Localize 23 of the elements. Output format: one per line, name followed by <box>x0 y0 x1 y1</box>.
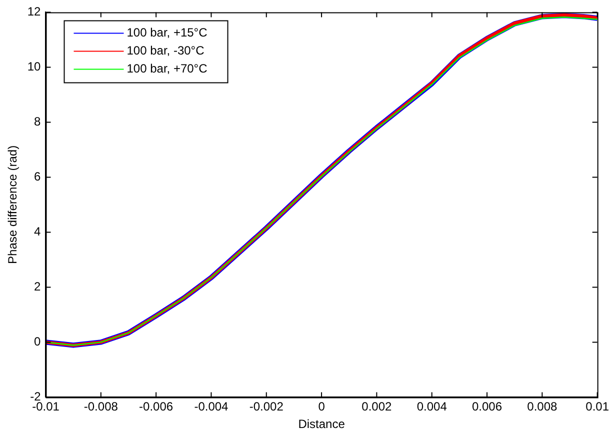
y-tick-label: 12 <box>27 4 42 19</box>
legend-label: 100 bar, +15°C <box>126 26 208 40</box>
x-tick-label: 0.008 <box>527 400 558 414</box>
y-tick-label: 2 <box>34 280 42 294</box>
x-tick-label: -0.002 <box>249 400 284 414</box>
x-tick-label: 0.006 <box>472 400 502 414</box>
x-tick-label: 0.002 <box>362 400 392 414</box>
y-tick-label: 8 <box>34 114 42 129</box>
x-tick-label: -0.006 <box>139 400 174 414</box>
x-tick-label: -0.01 <box>32 400 60 414</box>
x-tick-label: 0.004 <box>416 400 448 414</box>
y-tick-label: 10 <box>27 60 42 74</box>
legend-label: 100 bar, -30°C <box>126 44 205 58</box>
x-axis-title: Distance <box>298 417 346 432</box>
legend-label: 100 bar, +70°C <box>126 62 208 76</box>
x-tick-label: -0.004 <box>194 400 229 414</box>
x-tick-label: 0 <box>318 400 326 414</box>
x-tick-label: -0.008 <box>84 400 118 414</box>
y-tick-label: 4 <box>34 224 42 239</box>
x-tick-label: 0.01 <box>586 400 610 414</box>
y-tick-label: 0 <box>34 334 42 349</box>
y-tick-label: 6 <box>34 170 42 184</box>
y-axis-title: Phase difference (rad) <box>6 145 20 264</box>
